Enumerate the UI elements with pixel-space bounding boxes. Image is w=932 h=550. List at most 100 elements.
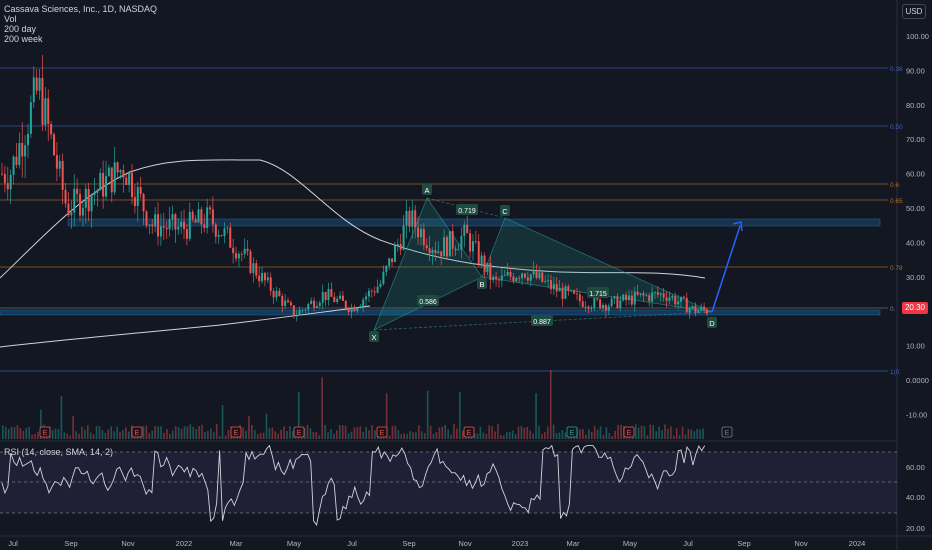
time-axis[interactable]: Jul Sep Nov 2022 Mar May Jul Sep Nov 2023 Mar May Ju… <box>8 539 865 548</box>
earnings-marker-icon[interactable] <box>39 426 51 438</box>
earnings-marker-icon[interactable] <box>230 426 242 438</box>
time-axis-label: Sep <box>737 539 750 548</box>
volume-bar <box>678 435 681 439</box>
volume-bar <box>494 431 496 439</box>
ma-200-day-label[interactable]: 200 day <box>4 24 37 34</box>
time-axis-label: Mar <box>567 539 580 548</box>
candle-body <box>35 77 38 91</box>
candle-body <box>440 251 443 257</box>
pattern-point-label: A <box>424 186 429 195</box>
candle-body <box>685 297 688 313</box>
currency-button[interactable]: USD <box>902 4 926 19</box>
candle-body <box>665 297 668 301</box>
candle-body <box>87 188 90 212</box>
time-axis-label: Mar <box>230 539 243 548</box>
candle-body <box>419 228 422 238</box>
candle-body <box>93 192 96 196</box>
volume-bar <box>397 430 400 439</box>
candle-body <box>506 272 509 276</box>
volume-bar <box>57 429 60 439</box>
volume-bar <box>505 432 508 439</box>
candle-body <box>477 241 480 265</box>
price-axis-label: 40.00 <box>906 238 925 247</box>
rsi-indicator-label[interactable]: RSI (14, close, SMA, 14, 2) <box>4 447 114 457</box>
fibonacci-levels: 0.38 0.50 0.6 0.65 0.78 0. 1(0. <box>0 66 903 376</box>
candle-body <box>41 77 44 126</box>
pattern-ratio-label: 0.887 <box>533 319 551 326</box>
volume-bar <box>617 424 619 439</box>
volume-bar <box>503 435 505 439</box>
candle-body <box>21 142 24 157</box>
volume-bar <box>362 432 364 439</box>
candle-body <box>359 306 362 309</box>
volume-bar <box>227 429 230 439</box>
candle-body <box>157 214 160 237</box>
volume-bar <box>98 426 101 439</box>
earnings-marker-icon[interactable] <box>376 426 388 438</box>
volume-bar <box>330 428 332 439</box>
candle-body <box>561 287 564 299</box>
earnings-marker-icon[interactable] <box>293 426 305 438</box>
price-axis-label: 100.00 <box>906 32 929 41</box>
candle-body <box>590 307 593 309</box>
time-axis-label: Nov <box>458 539 472 548</box>
candle-body <box>105 176 108 197</box>
candle-body <box>53 134 56 156</box>
volume-bar <box>696 428 699 439</box>
volume-bar <box>154 426 156 439</box>
fib-label: 0.50 <box>890 124 903 131</box>
volume-bar <box>207 430 209 439</box>
volume-bar <box>31 434 33 439</box>
volume-bar <box>456 428 458 439</box>
earnings-marker-icon[interactable] <box>131 426 143 438</box>
earnings-marker-icon[interactable] <box>623 426 635 438</box>
volume-label[interactable]: Vol <box>4 14 17 24</box>
candle-body <box>399 243 402 250</box>
candle-body <box>29 102 32 134</box>
volume-bar <box>602 435 605 439</box>
symbol-title[interactable]: Cassava Sciences, Inc., 1D, NASDAQ <box>4 4 158 14</box>
volume-bar <box>104 432 107 439</box>
volume-bar <box>667 428 669 439</box>
candle-body <box>168 219 171 230</box>
volume-bar <box>532 433 534 439</box>
volume-bar <box>520 425 523 439</box>
time-axis-label: Jul <box>8 539 18 548</box>
candle-body <box>604 305 607 311</box>
time-axis-label: 2022 <box>176 539 193 548</box>
candle-body <box>145 211 148 226</box>
candle-body <box>694 306 697 313</box>
candle-body <box>489 262 492 281</box>
pattern-ratio-label: 0.586 <box>419 299 437 306</box>
earnings-marker-icon[interactable] <box>721 426 733 438</box>
volume-bar <box>189 424 192 439</box>
candle-body <box>500 275 503 281</box>
candle-body <box>607 306 610 311</box>
volume-bar <box>655 431 657 439</box>
volume-bar <box>148 432 151 439</box>
ma-200-week-label[interactable]: 200 week <box>4 34 43 44</box>
candle-body <box>55 155 58 169</box>
candle-body <box>428 248 431 254</box>
candle-body <box>469 233 472 252</box>
candle-body <box>405 210 408 226</box>
volume-bar <box>664 424 666 439</box>
projection-arrow[interactable] <box>711 221 743 313</box>
candle-body <box>581 301 584 307</box>
volume-bar <box>92 434 95 439</box>
volume-bar <box>599 426 602 439</box>
candle-body <box>133 197 136 206</box>
candle-body <box>679 296 682 302</box>
earnings-marker-icon[interactable] <box>463 426 475 438</box>
candle-body <box>431 250 434 254</box>
candle-body <box>567 286 570 291</box>
earnings-marker-icon[interactable] <box>566 426 578 438</box>
volume-bar <box>447 429 449 439</box>
volume-bar <box>259 432 262 439</box>
candle-body <box>102 173 105 197</box>
pattern-point-label: D <box>709 319 715 328</box>
candle-body <box>24 145 27 157</box>
